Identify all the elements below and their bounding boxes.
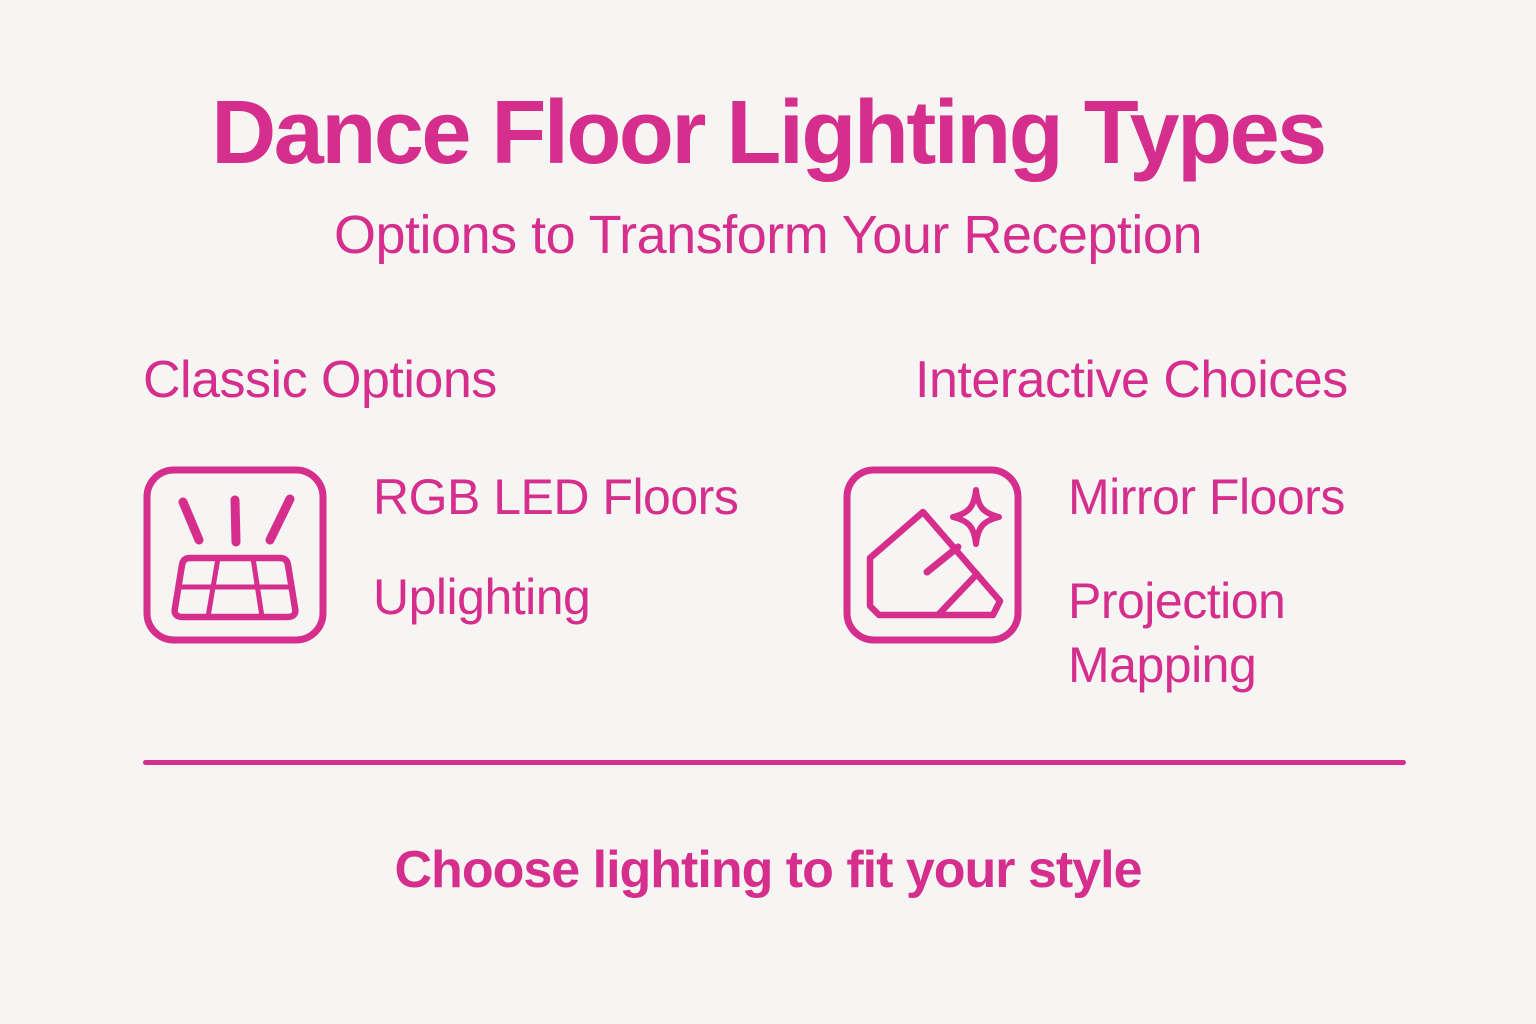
dance-floor-icon — [143, 466, 327, 644]
column-header-interactive-choices: Interactive Choices — [915, 351, 1348, 409]
divider — [143, 760, 1406, 765]
footer-tagline: Choose lighting to fit your style — [394, 841, 1143, 899]
list-item-rgb-led-floors: RGB LED Floors — [373, 469, 739, 525]
mirror-sparkle-icon — [843, 466, 1022, 644]
page-title: Dance Floor Lighting Types — [211, 83, 1327, 183]
page-subtitle: Options to Transform Your Reception — [334, 205, 1203, 265]
list-item-uplighting: Uplighting — [373, 569, 591, 625]
column-header-classic-options: Classic Options — [143, 351, 497, 409]
list-item-mirror-floors: Mirror Floors — [1068, 469, 1345, 525]
list-item-projection-mapping: Projection Mapping — [1068, 573, 1286, 693]
